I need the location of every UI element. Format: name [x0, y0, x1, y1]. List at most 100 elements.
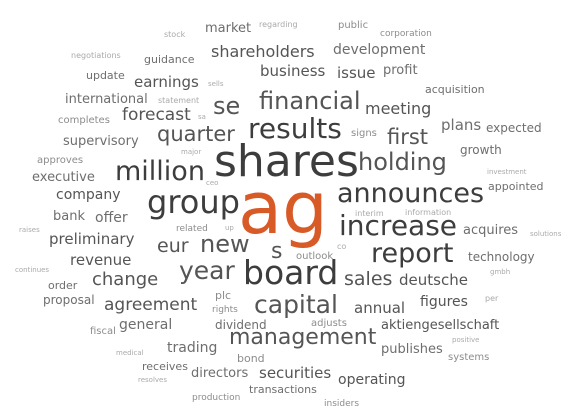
word-financial: financial	[259, 87, 361, 115]
word-board: board	[243, 253, 339, 292]
word-management: management	[229, 325, 377, 350]
word-million: million	[115, 156, 205, 187]
word-sales: sales	[344, 268, 393, 290]
word-first: first	[387, 125, 429, 149]
word-technology: technology	[468, 250, 535, 264]
word-regarding: regarding	[259, 20, 298, 29]
word-offer: offer	[95, 210, 128, 226]
word-shareholders: shareholders	[211, 42, 315, 61]
word-solutions: solutions	[530, 230, 562, 238]
word-forecast: forecast	[122, 105, 191, 125]
word-proposal: proposal	[43, 293, 95, 307]
word-related: related	[176, 224, 208, 234]
word-operating: operating	[338, 372, 406, 388]
word-positive: positive	[452, 336, 480, 344]
word-bond: bond	[237, 352, 265, 365]
word-market: market	[205, 21, 252, 36]
word-co: co	[337, 242, 347, 251]
word-capital: capital	[254, 290, 338, 319]
word-change: change	[92, 269, 159, 290]
word-plc: plc	[215, 289, 232, 302]
word-results: results	[248, 112, 342, 145]
word-rights: rights	[212, 305, 238, 315]
word-s: s	[271, 239, 283, 264]
word-ag: ag	[238, 166, 328, 250]
word-growth: growth	[460, 143, 502, 157]
word-acquisition: acquisition	[425, 83, 485, 96]
word-negotiations: negotiations	[71, 51, 121, 60]
word-production: production	[192, 393, 241, 403]
word-se: se	[213, 92, 241, 120]
word-information: information	[405, 208, 452, 217]
word-bank: bank	[53, 209, 85, 224]
word-public: public	[338, 20, 369, 31]
word-transactions: transactions	[249, 383, 317, 396]
word-increase: increase	[339, 209, 458, 242]
word-trading: trading	[167, 340, 218, 356]
word-meeting: meeting	[365, 99, 432, 118]
word-corporation: corporation	[380, 29, 432, 39]
word-order: order	[48, 279, 78, 292]
word-supervisory: supervisory	[63, 134, 139, 149]
word-update: update	[86, 69, 125, 82]
word-announces: announces	[337, 178, 485, 209]
word-receives: receives	[142, 360, 188, 373]
word-sa: sa	[198, 113, 206, 121]
word-earnings: earnings	[134, 73, 199, 91]
word-major: major	[181, 148, 202, 156]
word-directors: directors	[191, 366, 249, 381]
word-shares: shares	[214, 136, 359, 187]
word-publishes: publishes	[381, 342, 443, 357]
word-ceo: ceo	[206, 179, 219, 187]
word-general: general	[119, 317, 173, 333]
word-stock: stock	[164, 30, 186, 39]
word-continues: continues	[15, 266, 50, 274]
word-medical: medical	[116, 349, 144, 357]
word-international: international	[65, 92, 148, 107]
word-fiscal: fiscal	[90, 326, 116, 337]
word-deutsche: deutsche	[399, 271, 468, 289]
word-acquires: acquires	[463, 223, 519, 238]
word-new: new	[200, 230, 250, 258]
word-raises: raises	[19, 226, 40, 234]
word-per: per	[485, 294, 499, 303]
word-report: report	[371, 238, 454, 269]
word-securities: securities	[259, 364, 332, 382]
word-appointed: appointed	[488, 180, 544, 193]
word-issue: issue	[337, 64, 376, 82]
word-quarter: quarter	[157, 122, 235, 146]
word-profit: profit	[383, 63, 418, 78]
word-adjusts: adjusts	[311, 318, 347, 329]
word-statement: statement	[158, 96, 200, 105]
word-eur: eur	[157, 235, 189, 257]
word-approves: approves	[37, 155, 84, 166]
word-group: group	[147, 183, 240, 221]
word-gmbh: gmbh	[490, 268, 511, 276]
word-completes: completes	[58, 115, 110, 126]
word-figures: figures	[420, 294, 468, 310]
word-sells: sells	[208, 80, 224, 88]
word-dividend: dividend	[215, 318, 267, 332]
word-annual: annual	[354, 299, 406, 317]
word-holding: holding	[358, 148, 447, 176]
word-revenue: revenue	[70, 251, 132, 269]
word-up: up	[225, 224, 234, 232]
word-signs: signs	[351, 128, 377, 139]
word-resolves: resolves	[138, 376, 168, 384]
word-executive: executive	[32, 170, 95, 185]
word-business: business	[260, 62, 326, 80]
word-year: year	[179, 256, 235, 285]
word-development: development	[333, 42, 426, 58]
word-insiders: insiders	[324, 399, 360, 409]
word-guidance: guidance	[144, 53, 195, 66]
word-aktiengesellschaft: aktiengesellschaft	[381, 318, 500, 333]
word-preliminary: preliminary	[49, 230, 135, 248]
word-company: company	[56, 187, 121, 203]
word-systems: systems	[448, 352, 490, 363]
word-outlook: outlook	[296, 251, 334, 262]
word-agreement: agreement	[104, 295, 198, 315]
word-interim: interim	[355, 209, 384, 218]
word-plans: plans	[441, 116, 482, 134]
word-expected: expected	[486, 121, 542, 135]
